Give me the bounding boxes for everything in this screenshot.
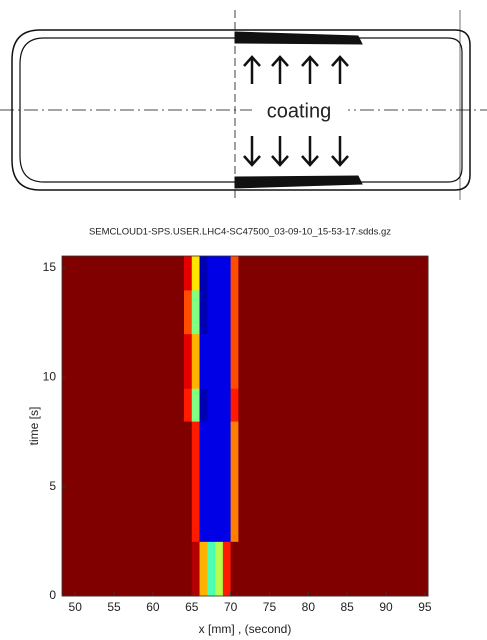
x-tick-label: 95 <box>418 600 432 614</box>
x-axis-label: x [mm] , (second) <box>199 622 292 636</box>
heat-cell <box>230 289 239 335</box>
heat-cell <box>215 333 224 389</box>
heat-cell <box>230 256 239 291</box>
x-tick-label: 85 <box>341 600 355 614</box>
heat-cell <box>238 289 429 335</box>
inner-wall <box>19 37 463 183</box>
heat-cell <box>222 388 232 422</box>
heat-cell <box>222 256 232 291</box>
heat-cell <box>184 256 193 291</box>
heat-cell <box>199 541 208 597</box>
heat-cell <box>62 256 185 291</box>
plot-frame <box>61 255 429 597</box>
heat-cell <box>230 388 239 422</box>
x-tick-label: 75 <box>263 600 277 614</box>
heat-cell <box>62 421 185 542</box>
y-axis-label: time [s] <box>27 407 41 446</box>
coating-label: coating <box>267 100 332 122</box>
heat-cell <box>184 388 193 422</box>
x-tick-label: 90 <box>379 600 393 614</box>
heat-cell <box>199 289 208 335</box>
heat-cell <box>62 333 185 389</box>
heat-cell <box>215 541 224 597</box>
heat-cell <box>207 289 216 335</box>
y-tick-label: 10 <box>43 370 57 384</box>
heat-cell <box>207 421 216 542</box>
heat-cell <box>238 333 429 389</box>
heat-cell <box>191 541 201 597</box>
coating-top <box>234 31 363 45</box>
heat-cell <box>191 256 201 291</box>
heat-cell <box>230 541 239 597</box>
heat-cell <box>238 421 429 542</box>
heat-cell <box>238 256 429 291</box>
heat-cell <box>199 256 208 291</box>
heat-cell <box>215 256 224 291</box>
coating-bottom <box>234 175 363 189</box>
heat-cell <box>184 289 193 335</box>
x-tick-label: 60 <box>146 600 160 614</box>
heat-cell <box>215 388 224 422</box>
heat-cell <box>238 388 429 422</box>
heat-cell <box>207 333 216 389</box>
heat-cell <box>230 421 239 542</box>
heat-cell <box>207 541 216 597</box>
heat-cell <box>191 333 201 389</box>
arrows <box>243 55 349 167</box>
chart-title: SEMCLOUD1-SPS.USER.LHC4-SC47500_03-09-10… <box>89 227 391 238</box>
heat-cell <box>191 388 201 422</box>
heat-cell <box>207 256 216 291</box>
y-tick-label: 5 <box>49 479 56 493</box>
heat-cell <box>215 421 224 542</box>
outer-wall <box>11 29 471 191</box>
plot: 50 55 60 65 70 75 80 85 90 95 0 5 10 15 <box>43 255 432 614</box>
x-tick-label: 50 <box>69 600 83 614</box>
heat-cell <box>215 289 224 335</box>
label-bg <box>252 97 348 125</box>
heat-cell <box>62 388 185 422</box>
heat-cell <box>184 541 193 597</box>
heat-cell <box>230 333 239 389</box>
heat-cell <box>238 541 429 597</box>
heat-cell <box>222 421 232 542</box>
heat-cell <box>199 421 208 542</box>
y-tick-label: 15 <box>43 260 57 274</box>
heat-cell <box>222 289 232 335</box>
heat-cell <box>199 388 208 422</box>
heat-cell <box>222 541 232 597</box>
heat-cell <box>184 333 193 389</box>
heat-cell <box>222 333 232 389</box>
heat-cell <box>199 333 208 389</box>
heat-cell <box>62 541 185 597</box>
y-tick-label: 0 <box>49 588 56 602</box>
x-tick-label: 65 <box>185 600 199 614</box>
x-tick-label: 80 <box>302 600 316 614</box>
heat-cell <box>191 421 201 542</box>
x-tick-label: 55 <box>107 600 121 614</box>
heat-cell <box>184 421 193 542</box>
pipe-diagram <box>0 10 487 200</box>
heat-cell <box>191 289 201 335</box>
x-tick-label: 70 <box>224 600 238 614</box>
heat-cell <box>207 388 216 422</box>
heat-cell <box>62 289 185 335</box>
